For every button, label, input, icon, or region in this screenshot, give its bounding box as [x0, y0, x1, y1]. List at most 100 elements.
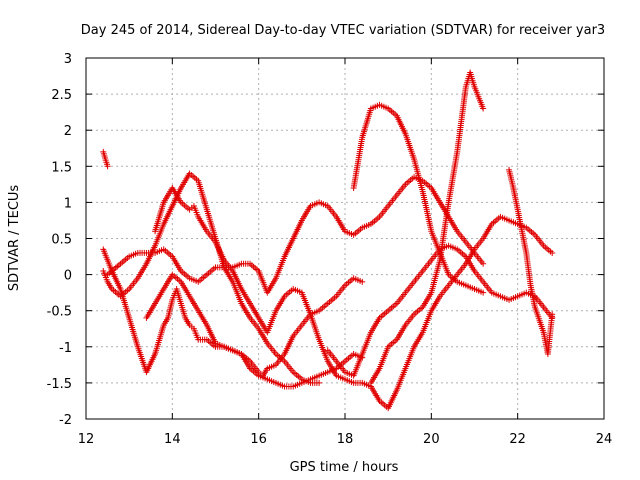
sample-marks — [438, 284, 451, 298]
chart-title: Day 245 of 2014, Sidereal Day-to-day VTE… — [81, 23, 605, 38]
sample-marks — [265, 309, 279, 334]
sample-marks — [481, 280, 494, 294]
sample-marks — [119, 255, 131, 266]
sample-marks — [154, 247, 165, 255]
sample-marks — [370, 102, 381, 111]
sample-marks — [429, 230, 443, 254]
data-point — [359, 278, 366, 285]
sample-marks — [519, 230, 529, 254]
sample-marks — [170, 186, 183, 204]
sample-marks — [191, 327, 201, 341]
data-marks — [100, 69, 556, 412]
sample-marks — [403, 345, 417, 370]
sample-marks — [411, 158, 426, 193]
sample-marks — [291, 323, 304, 338]
sample-marks — [135, 345, 149, 374]
sample-marks — [403, 313, 416, 327]
data-point — [480, 260, 487, 267]
sample-marks — [223, 344, 234, 353]
sample-marks — [481, 222, 494, 240]
sample-marks — [248, 316, 261, 330]
sample-marks — [265, 342, 278, 356]
sample-marks — [437, 251, 451, 276]
series-track-8 — [367, 69, 487, 386]
sample-marks — [239, 352, 252, 370]
sample-marks — [266, 362, 277, 371]
y-tick-label: 2.5 — [51, 88, 72, 103]
x-tick-label: 24 — [596, 432, 613, 447]
sample-marks — [359, 107, 374, 139]
sample-marks — [204, 208, 218, 240]
sample-marks — [273, 255, 287, 280]
y-tick-label: -1 — [59, 341, 72, 356]
sample-marks — [318, 370, 329, 378]
sample-marks — [152, 324, 167, 356]
sample-marks — [100, 150, 110, 168]
sample-marks — [152, 223, 166, 247]
data-point — [316, 379, 323, 386]
axis-ticks: 12 14 16 18 20 22 24 -2 -1.5 -1 -0.5 0 0.5 1 1.5 2 2.5 3 — [47, 52, 613, 447]
sample-marks — [472, 237, 485, 251]
sample-marks — [105, 280, 114, 291]
sample-marks — [144, 302, 157, 320]
sample-marks — [412, 305, 424, 316]
series-track-3 — [100, 148, 111, 170]
sample-marks — [318, 200, 329, 209]
sample-marks — [343, 276, 355, 287]
sample-marks — [197, 273, 209, 284]
sample-marks — [326, 204, 338, 218]
sample-marks — [344, 229, 355, 237]
x-tick-label: 18 — [337, 432, 354, 447]
sample-marks — [205, 338, 217, 349]
sample-marks — [256, 327, 270, 345]
sample-marks — [472, 251, 485, 265]
sample-marks — [162, 247, 174, 259]
sample-marks — [231, 261, 243, 270]
sample-marks — [360, 331, 374, 356]
sample-marks — [195, 179, 210, 211]
sample-marks — [344, 370, 355, 378]
y-tick-label: 1 — [64, 196, 72, 211]
sample-marks — [447, 243, 459, 252]
sample-marks — [275, 380, 286, 389]
sample-marks — [191, 205, 201, 218]
sample-marks — [394, 114, 408, 135]
series-track-6 — [152, 184, 556, 412]
sample-marks — [291, 219, 304, 240]
sample-marks — [421, 259, 433, 273]
sample-marks — [274, 352, 286, 363]
sample-marks — [412, 269, 425, 283]
sample-marks — [178, 302, 188, 319]
x-axis-label: GPS time / hours — [290, 460, 399, 475]
sample-marks — [386, 388, 399, 410]
sample-marks — [454, 85, 469, 153]
sample-marks — [326, 294, 338, 305]
sample-marks — [472, 269, 485, 283]
y-tick-label: 0 — [64, 269, 72, 284]
data-point — [549, 311, 556, 318]
sample-marks — [334, 284, 347, 298]
sample-marks — [352, 226, 364, 237]
y-tick-label: -0.5 — [47, 305, 72, 320]
sample-marks — [179, 200, 191, 212]
sample-marks — [248, 366, 260, 378]
sample-marks — [515, 208, 525, 233]
sample-marks — [463, 255, 477, 273]
sample-marks — [101, 248, 115, 272]
sample-marks — [533, 295, 546, 309]
sample-marks — [256, 270, 270, 294]
sample-marks — [508, 294, 519, 302]
sample-marks — [490, 215, 502, 226]
sample-marks — [351, 353, 365, 377]
data-point — [480, 289, 487, 296]
sample-marks — [455, 230, 468, 244]
sample-marks — [292, 286, 303, 295]
sample-marks — [499, 294, 510, 302]
sample-marks — [283, 383, 294, 390]
sample-marks — [188, 276, 200, 284]
sample-marks — [283, 360, 295, 374]
y-tick-label: 1.5 — [51, 160, 72, 175]
sample-marks — [465, 283, 476, 292]
sample-marks — [309, 379, 320, 386]
sample-marks — [106, 262, 122, 277]
